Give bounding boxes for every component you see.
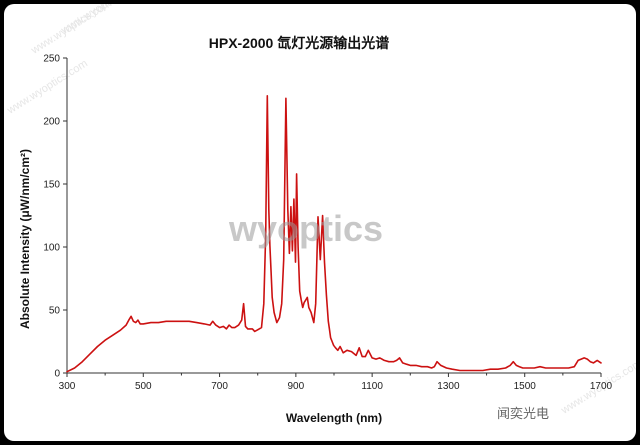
wyoptics-watermark: wyoptics [228,208,383,249]
chart-title: HPX-2000 氙灯光源输出光谱 [209,35,389,51]
chart-card: www.wyoptics.com www.wyoptics.com www.wy… [4,4,636,441]
x-tick-label: 1700 [590,381,613,392]
y-axis-title: Absolute Intensity (μW/nm/cm²) [18,149,32,329]
y-tick-label: 50 [49,306,61,317]
x-tick-label: 700 [211,381,228,392]
y-axis-title-group: Absolute Intensity (μW/nm/cm²) [18,149,32,329]
x-tick-label: 1500 [514,381,537,392]
x-tick-label: 500 [135,381,152,392]
x-tick-label: 300 [59,381,76,392]
tick-labels: 0 50 100 150 200 250 300 500 700 900 1100 1300 1500 1… [43,54,612,393]
x-tick-label: 1300 [437,381,460,392]
y-tick-label: 250 [43,54,60,65]
x-tick-label: 900 [288,381,305,392]
tick-marks [63,57,602,377]
y-tick-label: 0 [54,369,60,380]
spectrum-series-line [66,95,602,373]
faint-watermark-left: www.wyoptics.com [4,57,89,117]
y-tick-label: 200 [43,117,60,128]
x-tick-label: 1100 [361,381,383,392]
corner-watermark: 闻奕光电 [497,406,549,422]
faint-watermark-top: www.wyoptics.com [58,4,143,37]
y-tick-label: 150 [43,180,60,191]
y-tick-label: 100 [43,243,60,254]
x-axis-title: Wavelength (nm) [286,411,382,425]
spectrum-chart: www.wyoptics.com www.wyoptics.com www.wy… [4,4,636,425]
